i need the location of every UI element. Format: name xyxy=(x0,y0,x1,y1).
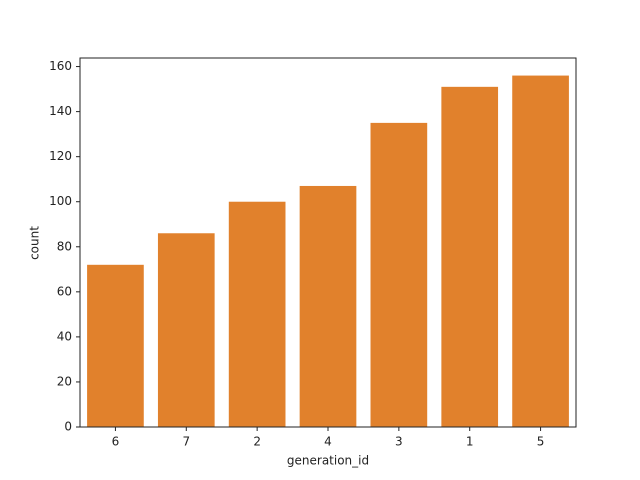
x-tick-label: 3 xyxy=(395,435,403,449)
y-axis-label: count xyxy=(28,226,42,260)
y-tick-label: 40 xyxy=(57,329,72,343)
x-tick-label: 5 xyxy=(537,435,545,449)
x-tick-label: 7 xyxy=(182,435,190,449)
bar xyxy=(87,264,144,427)
bar xyxy=(512,75,569,428)
bar xyxy=(157,233,215,427)
y-tick-label: 80 xyxy=(57,239,72,253)
x-axis-label: generation_id xyxy=(287,454,369,468)
y-tick-label: 20 xyxy=(57,374,72,388)
y-tick-label: 60 xyxy=(57,284,72,298)
bar xyxy=(299,185,357,427)
bar xyxy=(370,122,428,427)
x-tick-label: 4 xyxy=(324,435,332,449)
bar xyxy=(228,201,286,427)
y-tick-label: 100 xyxy=(49,194,72,208)
bar xyxy=(441,86,499,427)
y-tick-label: 120 xyxy=(49,149,72,163)
y-tick-label: 160 xyxy=(49,59,72,73)
x-tick-label: 2 xyxy=(253,435,261,449)
x-tick-label: 1 xyxy=(466,435,474,449)
y-tick-label: 0 xyxy=(64,420,72,434)
x-tick-label: 6 xyxy=(112,435,120,449)
y-tick-label: 140 xyxy=(49,104,72,118)
plot-frame xyxy=(79,57,577,428)
